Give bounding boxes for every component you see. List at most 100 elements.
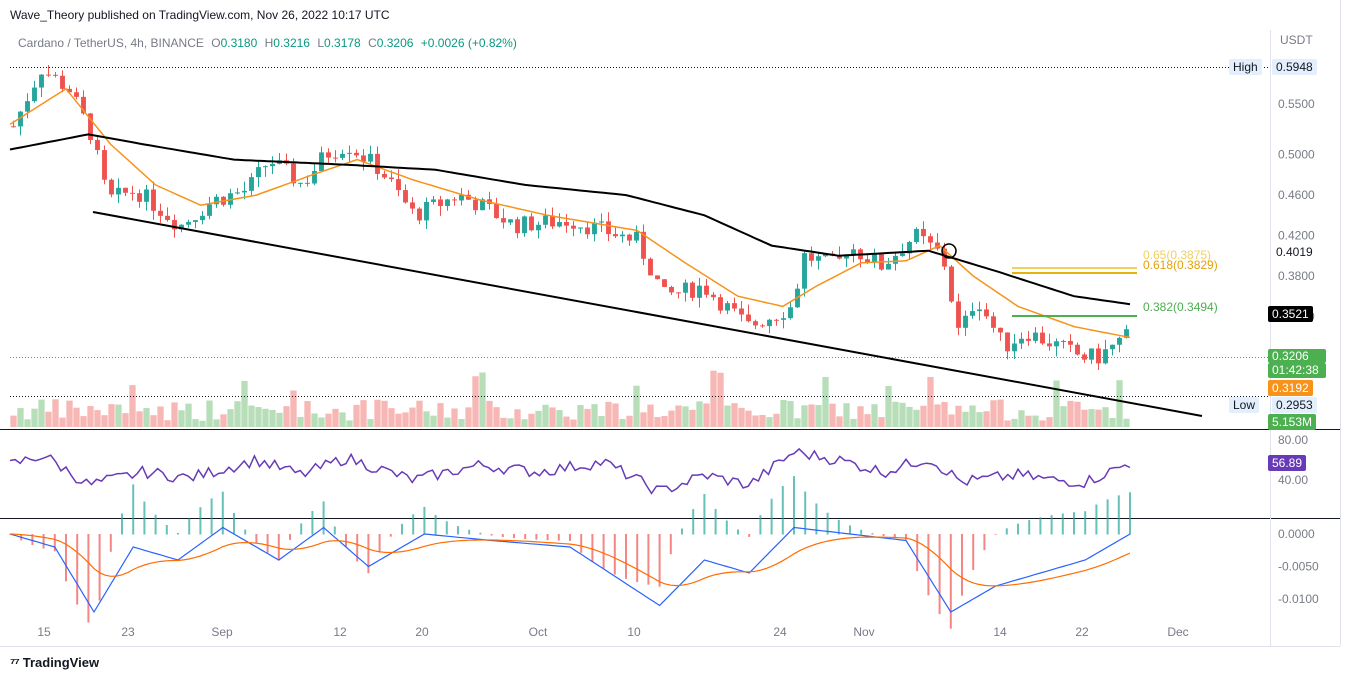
volume-bar (703, 403, 710, 427)
macd-histogram-bar (501, 534, 504, 537)
candle-body (1005, 332, 1010, 352)
candle-body (676, 292, 681, 294)
candle-body (39, 74, 44, 88)
volume-bar (45, 411, 52, 427)
candle-body (501, 218, 506, 223)
macd-histogram-bar (804, 491, 807, 535)
macd-histogram-bar (692, 509, 695, 535)
macd-histogram-bar (345, 534, 347, 547)
published-by: Wave_Theory published on TradingView.com… (10, 8, 390, 22)
candle-body (1026, 338, 1031, 341)
volume-bar (724, 405, 731, 427)
descending-trendline (92, 211, 1203, 417)
volume-bar (1081, 409, 1088, 427)
macd-histogram-bar (1117, 495, 1120, 535)
volume-bar (388, 408, 395, 427)
fib-65-label: 0.65(0.3875) (1143, 248, 1212, 262)
macd-histogram-bar (401, 523, 403, 535)
candle-body (984, 309, 989, 317)
candle-body (291, 163, 296, 184)
volume-bar (1011, 418, 1018, 427)
volume-bar (423, 411, 430, 427)
volume-bar (24, 419, 31, 427)
macd-histogram-bar (210, 498, 213, 535)
macd-histogram-bar (65, 534, 67, 582)
volume-bars (10, 370, 1130, 427)
candle-body (823, 253, 828, 257)
tradingview-logo[interactable]: ⁷⁷ TradingView (10, 655, 99, 670)
candle-body (417, 208, 422, 221)
volume-bar (682, 406, 689, 427)
volume-bar (997, 399, 1004, 427)
candle-body (473, 199, 478, 211)
volume-bar (710, 370, 717, 427)
macd-histogram-bar (636, 534, 639, 583)
volume-bar (738, 407, 745, 427)
macd-histogram-bar (233, 513, 235, 535)
candle-body (109, 179, 114, 195)
macd-histogram-bar (826, 512, 829, 535)
candle-body (354, 152, 359, 156)
price-tick-label: 0.5500 (1278, 97, 1315, 111)
candle-body (599, 221, 604, 223)
candle-body (634, 231, 639, 241)
time-tick-label: 12 (333, 625, 347, 639)
volume-bar (353, 404, 360, 427)
candle-body (480, 199, 485, 211)
volume-bar (318, 417, 325, 427)
symbol-name[interactable]: Cardano / TetherUS, 4h, BINANCE (18, 36, 204, 50)
candle-body (648, 258, 653, 276)
volume-bar (171, 402, 178, 427)
candle-body (536, 224, 541, 231)
volume-bar (913, 409, 920, 427)
candle-body (921, 228, 926, 237)
volume-bar (1032, 415, 1039, 427)
candle-body (998, 327, 1003, 333)
volume-bar (878, 417, 885, 427)
high-value: 0.3216 (273, 36, 310, 50)
time-tick-label: 15 (37, 625, 51, 639)
axis-labels: 0.55000.50000.46000.42000.38000.340080.0… (37, 97, 1319, 639)
candle-body (746, 314, 751, 322)
volume-bar (689, 409, 696, 427)
volume-bar (696, 401, 703, 427)
volume-bar (864, 414, 871, 427)
time-tick-label: 14 (993, 625, 1007, 639)
volume-bar (241, 380, 248, 427)
macd-histogram-bar (490, 534, 493, 536)
volume-bar (101, 415, 108, 427)
volume-bar (745, 410, 752, 427)
macd-histogram-bar (815, 503, 818, 535)
macd-histogram-bar (255, 534, 258, 543)
low-label: L (317, 36, 325, 50)
volume-bar (899, 402, 906, 427)
price-tick-label: 0.4600 (1278, 188, 1315, 202)
macd-histogram-bar (177, 532, 179, 535)
candle-body (928, 236, 933, 243)
macd-histogram-bar (714, 508, 717, 535)
candle-body (249, 177, 254, 191)
volume-bar (178, 410, 185, 427)
volume-bar (654, 416, 661, 427)
volume-bar (752, 415, 759, 427)
volume-bar (1060, 406, 1067, 427)
volume-bar (542, 404, 549, 427)
candle-body (431, 199, 436, 202)
volume-bar (136, 411, 143, 427)
volume-bar (1025, 415, 1032, 427)
volume-bar (955, 405, 962, 427)
candle-body (774, 319, 779, 321)
volume-bar (647, 404, 654, 427)
volume-bar (381, 400, 388, 427)
volume-bar (304, 401, 311, 427)
last-price-tag: 0.3206 (1268, 349, 1326, 363)
volume-bar (10, 415, 17, 427)
volume-bar (591, 404, 598, 427)
candle-body (137, 193, 142, 202)
candle-body (557, 222, 562, 227)
candle-body (935, 242, 940, 249)
volume-bar (780, 400, 787, 427)
candle-body (1089, 348, 1094, 360)
macd-histogram-bar (322, 501, 325, 535)
